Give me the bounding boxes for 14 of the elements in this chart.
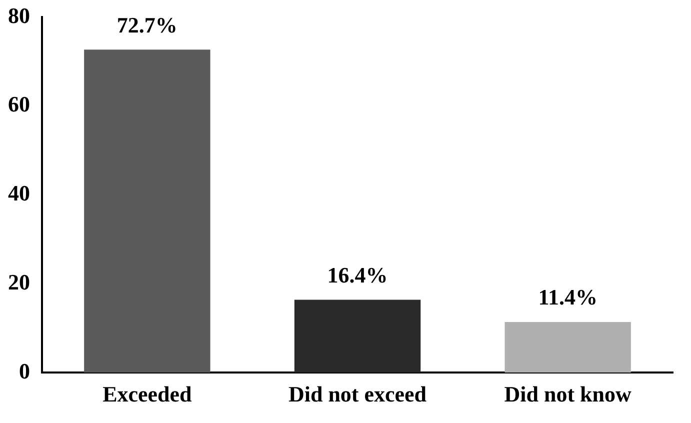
bar (294, 300, 421, 373)
y-tick-label: 20 (8, 269, 30, 294)
y-tick-label: 0 (19, 358, 30, 384)
x-tick-label: Did not know (504, 381, 632, 406)
data-label: 16.4% (327, 262, 388, 288)
data-label: 72.7% (116, 12, 178, 38)
bar (504, 322, 631, 373)
x-tick-label: Exceeded (102, 381, 192, 406)
y-tick-label: 80 (8, 2, 30, 28)
y-tick-label: 60 (8, 92, 30, 117)
bar (84, 50, 210, 373)
y-tick-label: 40 (8, 180, 30, 206)
x-tick-label: Did not exceed (288, 381, 427, 406)
data-label: 11.4% (538, 284, 598, 310)
